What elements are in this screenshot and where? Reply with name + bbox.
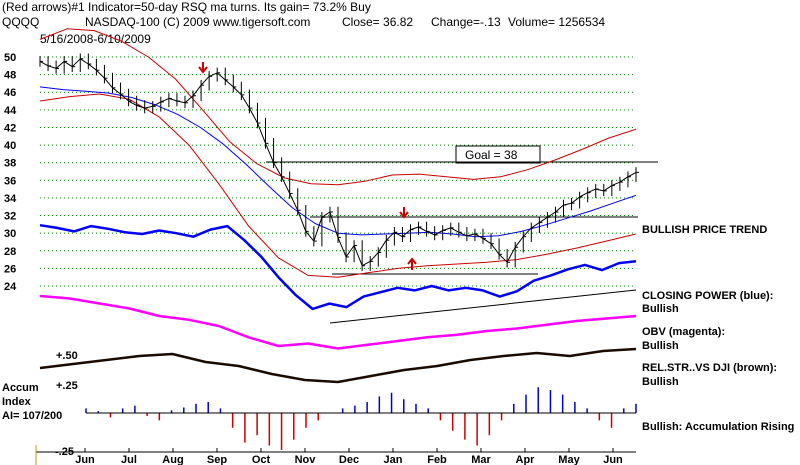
x-tick-label: Feb xyxy=(427,454,447,465)
obv-label: OBV (magenta): xyxy=(642,326,725,338)
y-tick-label: 24 xyxy=(4,281,17,293)
x-tick-label: May xyxy=(558,454,580,465)
goal-box xyxy=(455,145,541,164)
buy-arrow xyxy=(407,257,417,270)
x-tick-label: Mar xyxy=(471,454,491,465)
lower-band xyxy=(39,93,637,278)
x-tick-label: Oct xyxy=(252,454,271,465)
y-tick-label: 46 xyxy=(4,87,16,99)
x-tick-label: Sep xyxy=(207,454,227,465)
indicator-headline: (Red arrows)#1 Indicator=50-day RSQ ma t… xyxy=(2,0,371,14)
y-tick-label: 42 xyxy=(4,122,16,134)
y-tick-label: 30 xyxy=(4,228,16,240)
closing-power-status: Bullish xyxy=(642,303,679,315)
obv-line xyxy=(39,294,637,350)
bullish-price-trend-label: BULLISH PRICE TREND xyxy=(642,224,767,236)
closing-power-line xyxy=(39,223,637,311)
date-range: 5/16/2008-6/10/2009 xyxy=(40,32,151,46)
y-tick-label: 40 xyxy=(4,140,16,152)
relstr-status: Bullish xyxy=(642,376,679,388)
change-value: Change=-.13 xyxy=(431,15,501,29)
buy-sell-arrows xyxy=(198,62,417,270)
upper-band xyxy=(39,28,637,186)
accum-rising-label: Bullish: Accumulation Rising xyxy=(642,421,794,433)
series-layer xyxy=(39,28,639,450)
x-tick-label: Dec xyxy=(339,454,359,465)
x-tick-labels: Jun Jul Aug Sep Oct Nov Dec Jan Feb Mar Apr May Jun xyxy=(75,448,623,465)
level-pos25: +.25 xyxy=(56,380,78,392)
sell-arrow xyxy=(399,207,409,219)
level-neg25: -.25 xyxy=(55,446,74,458)
relstr-label: REL.STR..VS DJI (brown): xyxy=(642,362,777,374)
y-tick-labels: 50 48 46 44 42 40 38 36 34 32 30 28 26 24 xyxy=(4,52,17,293)
x-tick-label: Jul xyxy=(121,454,137,465)
accum-label: Accum xyxy=(2,382,39,394)
ai-label: AI= 107/200 xyxy=(2,410,62,422)
obv-status: Bullish xyxy=(642,340,679,352)
x-tick-label: Aug xyxy=(162,454,183,465)
source-label: NASDAQ-100 (C) 2009 www.tigersoft.com xyxy=(85,15,310,29)
y-tick-label: 48 xyxy=(4,70,16,82)
level-pos50: +.50 xyxy=(56,350,78,362)
y-tick-label: 28 xyxy=(4,246,16,258)
sell-arrow xyxy=(198,62,208,74)
closing-power-label: CLOSING POWER (blue): xyxy=(642,290,773,302)
close-value: Close= 36.82 xyxy=(342,15,413,29)
y-tick-label: 36 xyxy=(4,175,16,187)
x-tick-label: Jun xyxy=(75,454,95,465)
y-tick-label: 50 xyxy=(4,52,16,64)
y-tick-label: 34 xyxy=(4,193,17,205)
x-tick-label: Apr xyxy=(516,454,536,465)
x-tick-label: Jan xyxy=(384,454,403,465)
x-tick-label: Nov xyxy=(295,454,317,465)
volume-value: Volume= 1256534 xyxy=(508,15,605,29)
y-tick-label: 26 xyxy=(4,263,16,275)
relative-strength-line xyxy=(39,347,637,384)
goal-label: Goal = 38 xyxy=(465,148,518,162)
ticker-symbol: QQQQ xyxy=(2,15,39,29)
closing-power-trendline xyxy=(329,289,637,324)
price-line xyxy=(39,58,637,267)
index-label: Index xyxy=(2,396,32,408)
y-tick-label: 32 xyxy=(4,211,16,223)
price-grid xyxy=(40,56,636,287)
y-tick-label: 44 xyxy=(4,105,17,117)
y-tick-label: 38 xyxy=(4,158,16,170)
x-tick-label: Jun xyxy=(603,454,623,465)
